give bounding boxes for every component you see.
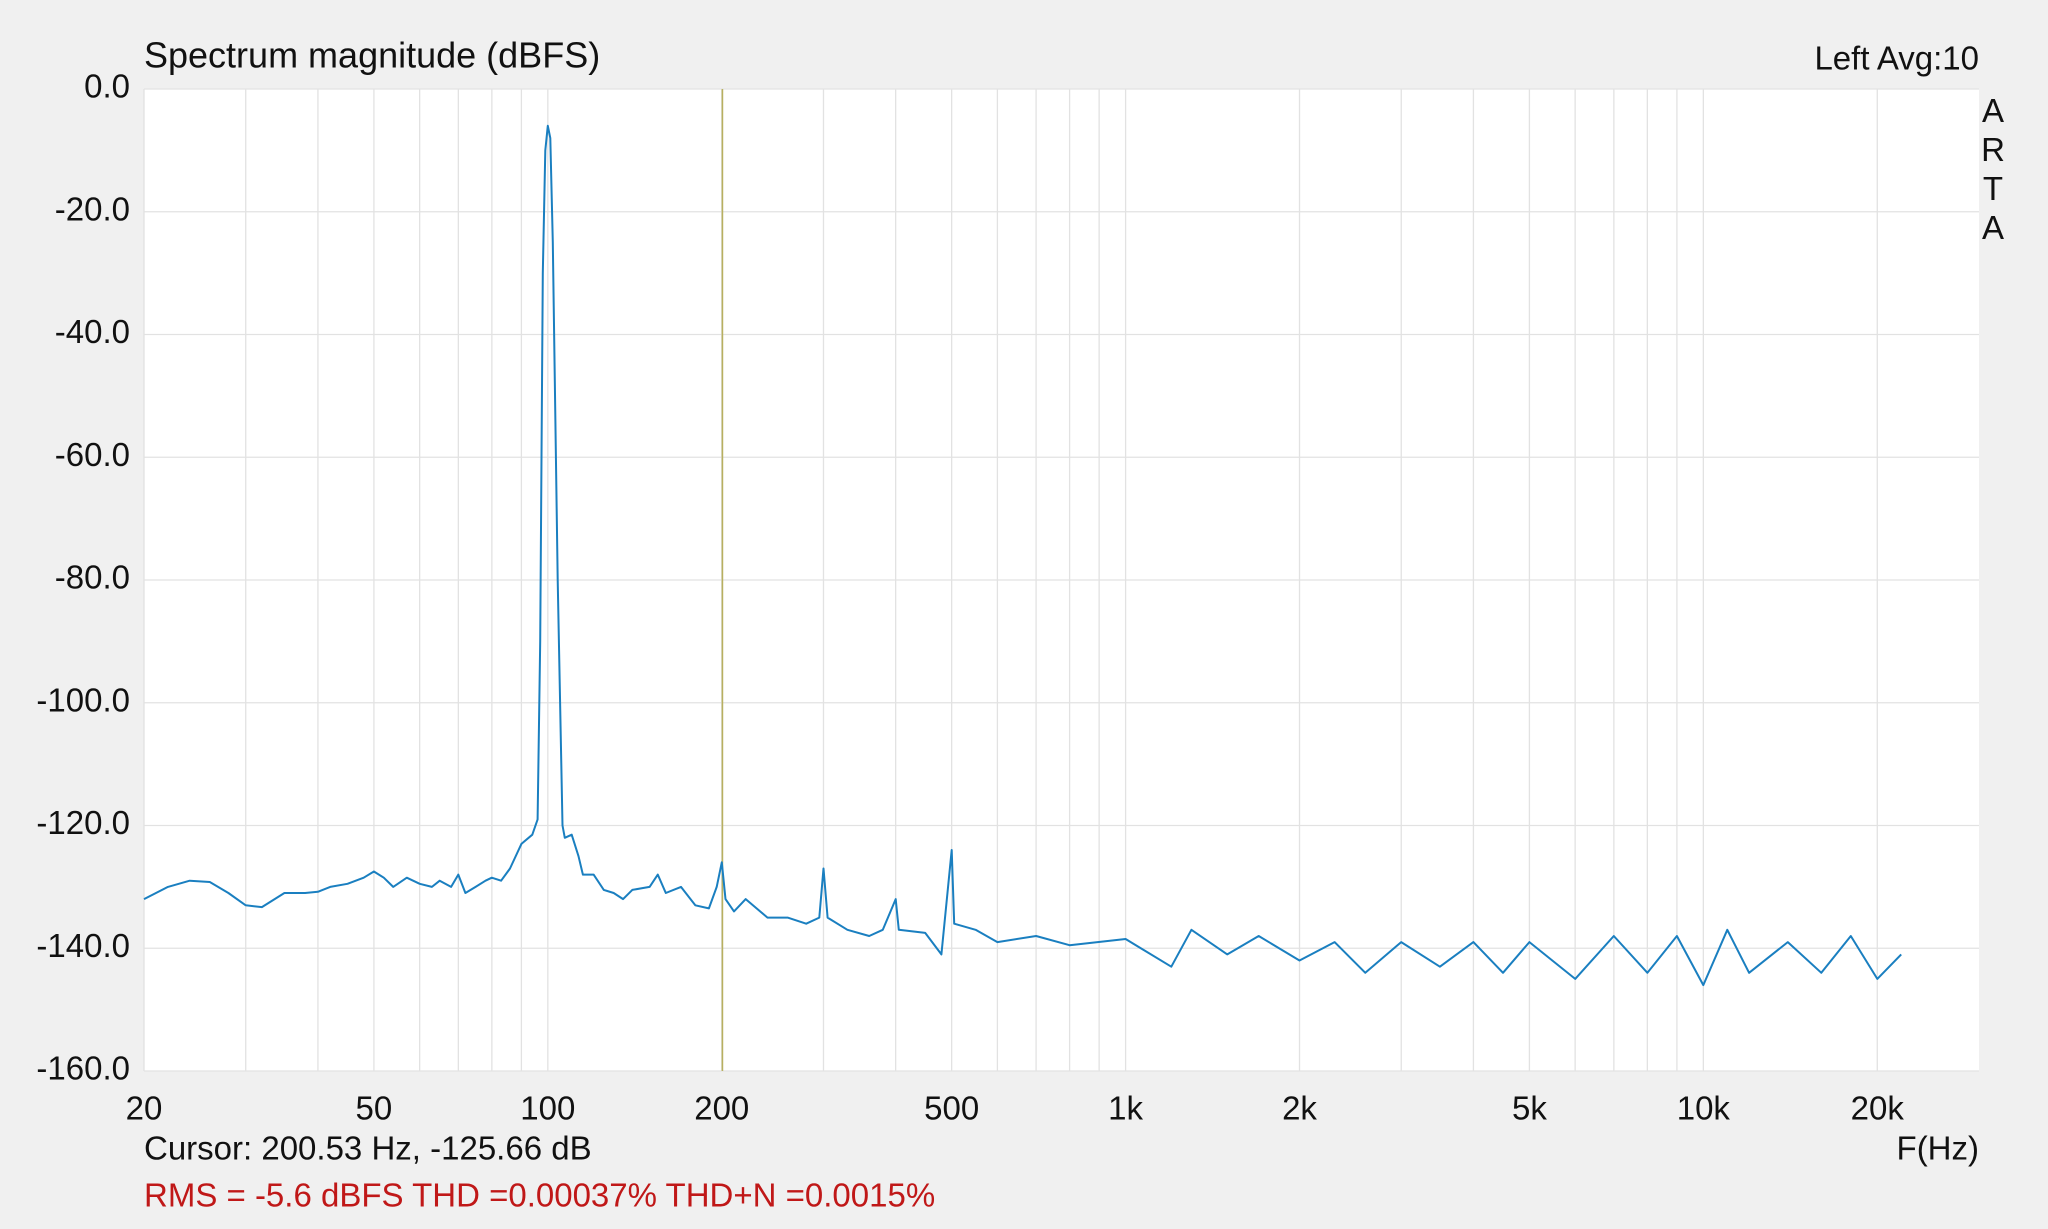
- y-tick-label: -120.0: [36, 804, 130, 841]
- x-tick-label: 1k: [1108, 1090, 1143, 1127]
- y-tick-label: -140.0: [36, 927, 130, 964]
- x-tick-label: 20k: [1851, 1090, 1905, 1127]
- summary: RMS = -5.6 dBFS THD =0.00037% THD+N =0.0…: [144, 1177, 935, 1214]
- x-tick-label: 20: [126, 1090, 163, 1127]
- x-tick-label: 5k: [1512, 1090, 1547, 1127]
- y-tick-label: -60.0: [55, 436, 130, 473]
- y-tick-label: -100.0: [36, 681, 130, 718]
- y-tick-label: -40.0: [55, 313, 130, 350]
- x-tick-label: 10k: [1677, 1090, 1731, 1127]
- y-tick-label: -20.0: [55, 190, 130, 227]
- x-axis-label: F(Hz): [1897, 1130, 1979, 1167]
- channel-info: Left Avg:10: [1814, 40, 1979, 77]
- y-tick-label: -160.0: [36, 1050, 130, 1087]
- y-tick-label: 0.0: [84, 68, 130, 105]
- cursor-readout: Cursor: 200.53 Hz, -125.66 dB: [144, 1130, 592, 1167]
- x-tick-label: 200: [694, 1090, 749, 1127]
- x-tick-label: 100: [520, 1090, 575, 1127]
- brand: ARTA: [1975, 92, 2012, 248]
- x-tick-label: 500: [924, 1090, 979, 1127]
- y-tick-label: -80.0: [55, 559, 130, 596]
- x-tick-label: 50: [356, 1090, 393, 1127]
- spectrum-line: [143, 124, 1902, 987]
- chart-title: Spectrum magnitude (dBFS): [144, 35, 600, 76]
- x-tick-label: 2k: [1282, 1090, 1317, 1127]
